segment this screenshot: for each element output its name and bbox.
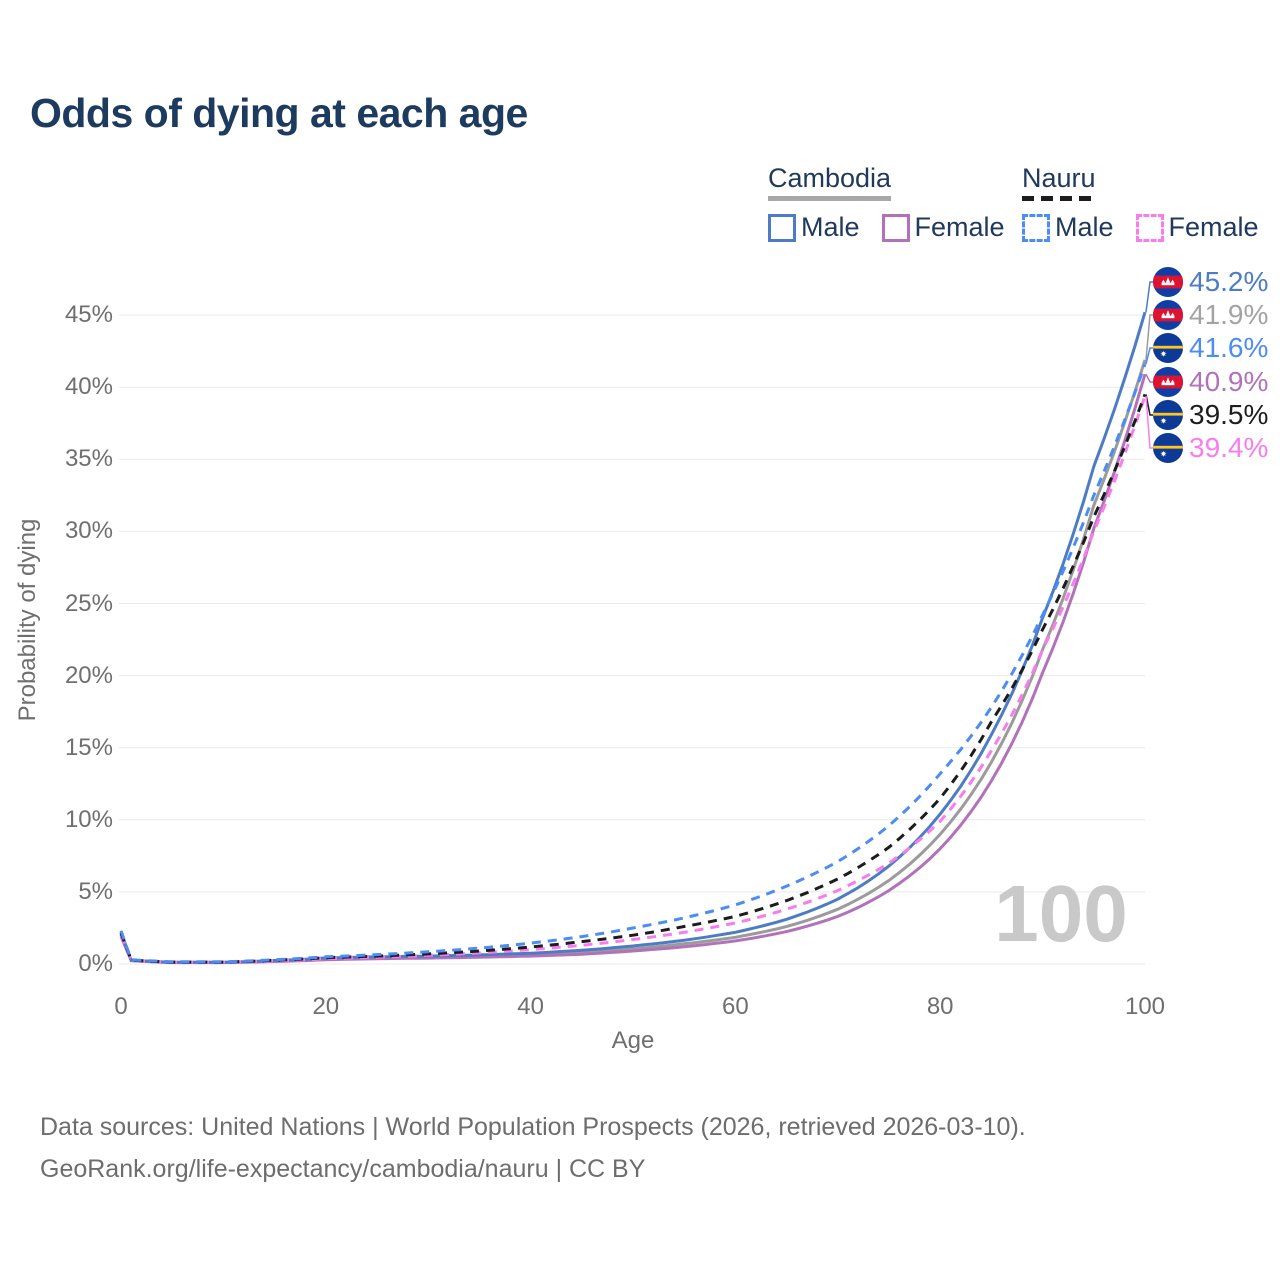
cambodia-flag-icon [1153,267,1183,297]
footer-attribution: GeoRank.org/life-expectancy/cambodia/nau… [40,1155,646,1183]
legend-country-line-swatch [768,196,891,201]
legend-item-label: Female [914,212,1005,242]
x-tick-label: 100 [1124,993,1166,1020]
nauru-flag-icon [1153,433,1183,463]
series-line-nauru-female [119,395,1147,964]
series-line-nauru-male [119,363,1147,964]
legend-items: Male Female [768,212,1005,243]
x-tick-label: 80 [926,993,954,1020]
legend-swatch [768,213,796,242]
end-label-nauru-male: 41.6% [1153,332,1268,364]
legend-item-nauru-female[interactable]: Female [1135,212,1259,243]
x-tick-label: 60 [722,993,749,1020]
series-line-nauru-both-sexes [119,393,1147,964]
legend-items: Male Female [1022,212,1259,243]
footer: Data sources: United Nations | World Pop… [40,1106,1026,1190]
y-tick-label: 35% [64,445,113,473]
y-tick-label: 30% [64,517,113,545]
legend-country-nauru[interactable]: Nauru [1022,163,1096,193]
page-title: Odds of dying at each age [30,90,528,136]
legend-country-cambodia[interactable]: Cambodia [768,163,892,193]
end-label-nauru-female: 39.4% [1153,432,1268,464]
legend-swatch [1135,213,1164,242]
y-tick-label: 40% [64,373,113,401]
end-label-leader [1145,314,1153,360]
end-label-value: 40.9% [1189,366,1269,397]
y-tick-label: 10% [64,805,113,833]
nauru-flag-icon [1153,400,1183,430]
end-label-cambodia-male: 45.2% [1153,266,1268,298]
end-label-cambodia-both-sexes: 41.9% [1153,299,1268,331]
end-label-nauru-both-sexes: 39.5% [1153,399,1268,431]
legend-swatch [1022,213,1050,242]
cambodia-flag-icon [1153,367,1183,397]
legend-swatch [881,213,910,242]
end-label-value: 45.2% [1189,266,1269,297]
end-label-leader [1145,395,1153,449]
y-tick-label: 45% [64,301,113,329]
end-label-value: 41.6% [1189,332,1269,363]
x-tick-label: 40 [517,993,544,1020]
legend-group-nauru: Nauru Male Female [1022,163,1259,243]
y-tick-label: 0% [78,950,113,977]
legend-item-cambodia-male[interactable]: Male [768,212,860,243]
end-label-leader [1145,347,1153,365]
age-watermark: 100 [994,869,1128,958]
end-label-value: 39.4% [1189,432,1269,463]
footer-data-sources: Data sources: United Nations | World Pop… [40,1113,1026,1141]
nauru-flag-icon [1153,333,1183,363]
legend-item-cambodia-female[interactable]: Female [881,212,1005,243]
y-tick-label: 15% [64,733,113,761]
legend-item-label: Female [1168,212,1259,242]
end-label-value: 39.5% [1189,399,1269,430]
end-label-leader [1145,394,1153,416]
legend-item-nauru-male[interactable]: Male [1022,212,1114,243]
x-tick-label: 0 [114,993,128,1020]
end-label-leader [1145,281,1153,313]
end-label-cambodia-female: 40.9% [1153,366,1268,398]
end-label-leader [1145,373,1153,383]
cambodia-flag-icon [1153,300,1183,330]
legend-item-label: Male [801,212,860,242]
y-tick-label: 25% [64,589,113,617]
y-tick-label: 5% [78,877,113,905]
x-tick-label: 20 [312,993,340,1020]
legend-country-line-swatch [1022,196,1096,201]
legend-item-label: Male [1055,212,1114,242]
y-tick-label: 20% [64,661,113,689]
series-line-cambodia-male [119,311,1147,964]
legend-group-cambodia: Cambodia Male Female [768,163,1005,243]
x-axis-title: Age [611,1027,655,1054]
y-axis-title: Probability of dying [14,518,41,722]
end-label-value: 41.9% [1189,299,1269,330]
